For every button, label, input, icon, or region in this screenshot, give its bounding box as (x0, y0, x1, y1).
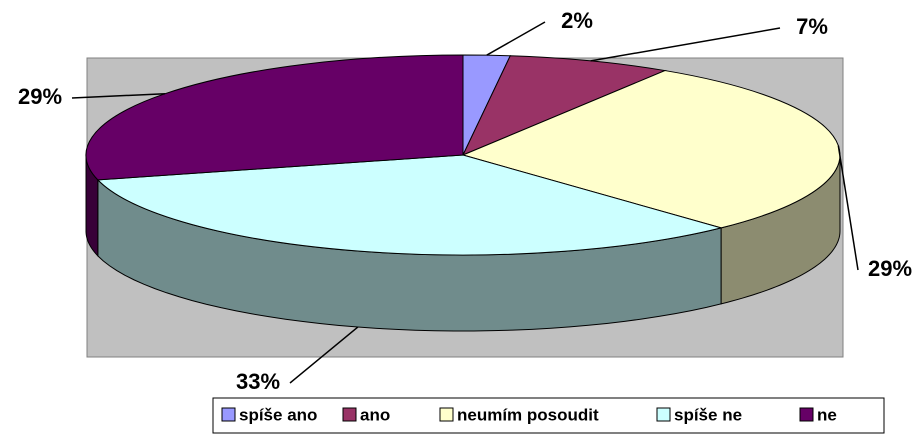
data-label: 2% (561, 8, 593, 33)
pie (85, 54, 841, 332)
leader-line (71, 92, 166, 99)
leader-line (486, 21, 546, 56)
leader-line (289, 326, 359, 384)
slice (461, 55, 667, 156)
data-label: 33% (236, 369, 280, 394)
legend-swatch (799, 407, 814, 422)
legend-swatch (221, 407, 236, 422)
legend-items: spíše ano ano neumím posoudit spíše ne ne (221, 405, 837, 424)
legend-label: ne (817, 405, 837, 424)
legend-label: spíše ne (674, 405, 742, 424)
legend-swatch (439, 407, 454, 422)
data-labels: 2% 7% 29% 33% 29% (18, 8, 912, 394)
slice (85, 54, 464, 181)
data-label: 29% (18, 84, 62, 109)
data-label: 7% (796, 14, 828, 39)
data-label: 29% (868, 256, 912, 281)
slice (461, 70, 841, 229)
leader-line (837, 145, 859, 271)
legend-label: neumím posoudit (457, 405, 599, 424)
legend-label: ano (360, 405, 390, 424)
legend-label: spíše ano (239, 405, 317, 424)
legend-swatch (342, 407, 357, 422)
legend-swatch (656, 407, 671, 422)
slice (96, 154, 724, 256)
leader-line (590, 27, 781, 62)
legend (212, 397, 885, 434)
